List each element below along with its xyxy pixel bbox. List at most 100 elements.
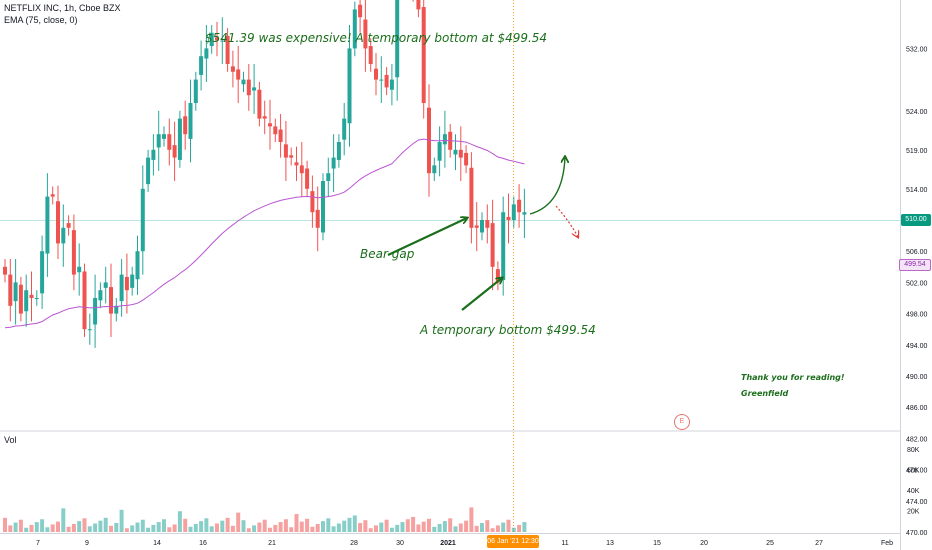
volume-bar — [130, 525, 135, 532]
time-axis-labels: 7 9 14 16 21 28 30 2021 11 13 15 20 25 27 Feb — [36, 540, 893, 547]
candle — [29, 271, 34, 322]
y-tick-label: 506.00 — [906, 249, 928, 256]
volume-bar — [236, 512, 241, 532]
y-tick-label: 478.00 — [906, 468, 928, 475]
volume-bar — [315, 523, 320, 532]
volume-bar — [331, 526, 336, 532]
candle — [336, 134, 341, 168]
chart-title: NETFLIX INC, 1h, Cboe BZX — [4, 3, 121, 13]
y-tick-label: 524.00 — [906, 109, 928, 116]
candle — [93, 274, 98, 348]
candle — [246, 64, 251, 111]
volume-label: Vol — [4, 435, 17, 445]
candle — [50, 186, 55, 205]
volume-bar — [146, 527, 151, 532]
candle — [82, 263, 87, 337]
x-tick-label: 11 — [561, 540, 568, 547]
volume-bar — [66, 526, 71, 532]
candle — [146, 149, 151, 192]
volume-bar — [485, 520, 490, 532]
candle — [204, 25, 209, 82]
crosshair-time-tag: 06 Jan '21 12:30 — [487, 535, 539, 548]
volume-bar — [167, 527, 172, 532]
earnings-badge[interactable]: E — [674, 414, 690, 430]
volume-bar — [453, 526, 458, 532]
y-tick-label: 519.00 — [906, 148, 928, 155]
volume-bar — [241, 520, 246, 532]
volume-bar — [257, 522, 262, 532]
candle — [209, 25, 214, 54]
volume-bar — [400, 522, 405, 532]
y-tick-label: 532.00 — [906, 46, 928, 53]
volume-bar — [432, 526, 437, 532]
candle — [495, 261, 500, 291]
candle — [522, 188, 527, 238]
x-tick-label: 30 — [396, 540, 404, 547]
candle — [193, 71, 198, 111]
candle — [480, 212, 484, 241]
candle — [230, 50, 235, 88]
x-tick-label: 14 — [153, 540, 161, 547]
volume-bar — [464, 520, 469, 532]
candle — [389, 64, 394, 106]
candle — [103, 266, 108, 304]
volume-bar — [103, 517, 108, 532]
volume-bar — [220, 520, 225, 532]
x-tick-label: 13 — [606, 540, 614, 547]
candle — [273, 118, 278, 142]
annotation-bottom: A temporary bottom $499.54 — [420, 323, 596, 337]
candle — [40, 235, 45, 309]
volume-bar — [34, 522, 39, 532]
candle — [416, 0, 421, 18]
candle — [289, 147, 294, 166]
volume-bar — [13, 522, 18, 532]
candle — [310, 175, 315, 228]
x-tick-label: 21 — [268, 540, 276, 547]
up-projection-arrow — [529, 157, 565, 215]
volume-bar — [474, 525, 479, 532]
volume-bar — [156, 522, 161, 532]
candle — [506, 193, 511, 244]
price-axis-labels: 564.00556.00548.00540.00532.00524.00519.… — [906, 46, 928, 537]
volume-bar — [140, 519, 145, 532]
volume-bar — [480, 523, 484, 532]
volume-bar — [352, 515, 357, 532]
volume-bar — [172, 524, 177, 532]
volume-bar — [199, 521, 204, 532]
candle — [379, 56, 384, 103]
volume-bar — [522, 522, 527, 532]
volume-bar — [389, 527, 394, 532]
candle — [283, 120, 288, 181]
volume-bar — [405, 519, 410, 532]
last-price-tag: 510.00 — [901, 214, 931, 226]
x-tick-label: 2021 — [440, 540, 456, 547]
x-tick-label: 27 — [815, 540, 823, 547]
candle — [347, 25, 352, 147]
volume-bar — [294, 514, 299, 532]
candle — [119, 259, 124, 317]
volume-bar — [278, 522, 283, 532]
candle — [71, 214, 76, 291]
candle — [490, 199, 495, 291]
y-tick-label: 486.00 — [906, 405, 928, 412]
volume-bar — [517, 524, 522, 532]
candle — [61, 204, 66, 267]
x-tick-label: 20 — [700, 540, 708, 547]
candle — [199, 40, 204, 91]
ema-price-tag: 499.54 — [899, 259, 931, 271]
candle — [8, 259, 13, 322]
candle — [278, 113, 283, 158]
candle — [236, 46, 241, 103]
volume-bar — [501, 522, 506, 532]
candle — [432, 157, 437, 181]
volume-bar — [368, 528, 373, 532]
candle — [485, 204, 490, 244]
volume-bar — [93, 523, 98, 532]
candle — [13, 259, 18, 325]
volume-bar — [24, 527, 29, 532]
volume-bar — [299, 521, 304, 532]
candle — [241, 71, 246, 93]
down-projection-arrow — [555, 205, 578, 237]
volume-bar — [177, 511, 182, 532]
